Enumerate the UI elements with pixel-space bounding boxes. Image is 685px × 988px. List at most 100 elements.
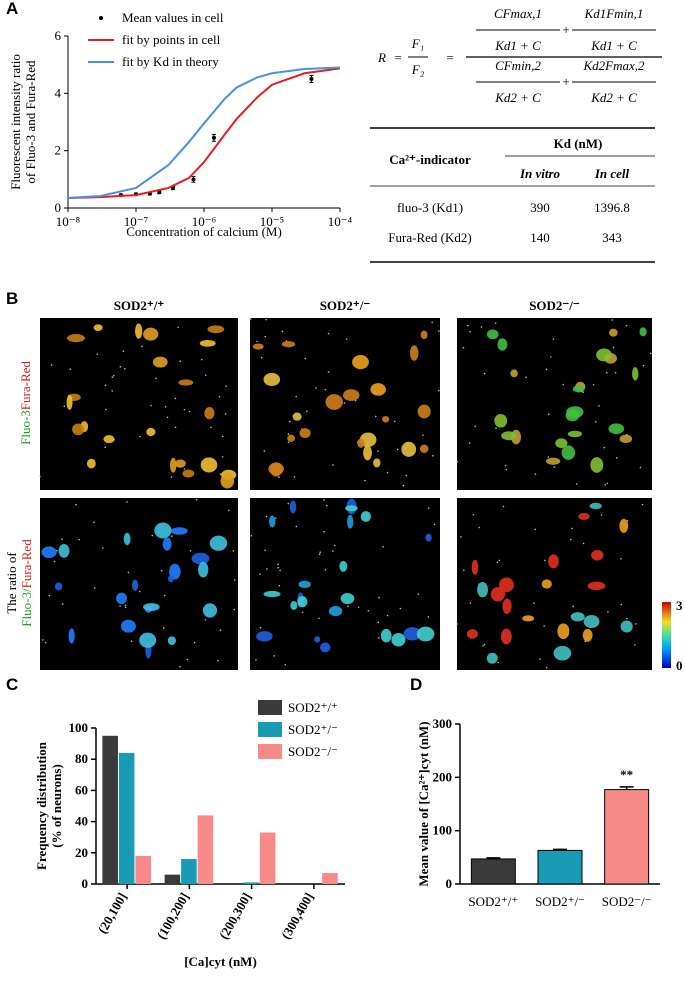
speckle <box>139 590 141 593</box>
speckle <box>69 368 72 370</box>
speckle <box>323 530 325 533</box>
speckle <box>469 602 472 604</box>
speckle <box>575 483 578 485</box>
cell-blob <box>200 457 218 473</box>
speckle <box>598 405 600 407</box>
equation-term: CFmax,1 <box>494 6 542 21</box>
y-tick-label: 20 <box>75 845 88 860</box>
speckle <box>266 568 268 570</box>
speckle <box>607 610 609 613</box>
colorbar-label: 3 <box>676 598 683 613</box>
speckle <box>347 605 349 607</box>
speckle <box>105 408 107 411</box>
speckle <box>378 637 380 639</box>
equation-term: Kd2 + C <box>494 90 541 105</box>
speckle <box>287 502 290 505</box>
speckle <box>462 346 465 349</box>
table-subheader: In cell <box>594 166 630 181</box>
y-tick-label: 300 <box>433 716 453 731</box>
speckle <box>259 626 262 629</box>
speckle <box>193 641 196 644</box>
bar <box>135 855 151 884</box>
x-tick-label: 10⁻⁵ <box>260 214 284 229</box>
speckle <box>332 550 334 552</box>
speckle <box>96 353 99 356</box>
row-label: Fluo-3Fura-Red <box>18 361 33 445</box>
y-axis-label: Fluorescent intensity ratio <box>8 54 23 190</box>
bar <box>197 815 214 884</box>
equation-symbol: = <box>446 50 455 65</box>
speckle <box>111 376 114 378</box>
equation-term: Kd2 + C <box>590 90 637 105</box>
speckle <box>233 579 236 581</box>
speckle <box>474 425 477 428</box>
bar <box>181 859 197 884</box>
significance: ** <box>620 767 633 782</box>
speckle <box>422 434 424 436</box>
cell-blob <box>263 372 281 387</box>
speckle <box>160 569 163 572</box>
speckle <box>612 346 615 349</box>
bar <box>102 735 118 884</box>
cell-blob <box>135 323 143 339</box>
speckle <box>319 551 322 554</box>
speckle <box>179 360 182 362</box>
speckle <box>318 553 321 556</box>
panel-label: D <box>410 675 422 694</box>
cell-blob <box>546 457 561 465</box>
y-tick-label: 0 <box>446 876 453 891</box>
speckle <box>364 479 366 482</box>
speckle <box>104 446 107 449</box>
speckle <box>189 550 192 552</box>
speckle <box>483 643 486 646</box>
speckle <box>287 441 290 444</box>
cell-blob <box>403 627 421 641</box>
table-cell: 140 <box>530 230 550 245</box>
speckle <box>174 426 177 429</box>
speckle <box>604 484 607 486</box>
speckle <box>263 450 266 452</box>
cell-blob <box>123 532 131 546</box>
speckle <box>323 499 325 501</box>
bar <box>259 832 276 884</box>
cell-blob <box>86 458 96 469</box>
speckle <box>50 364 53 366</box>
speckle <box>151 534 154 537</box>
speckle <box>534 473 537 476</box>
speckle <box>533 602 535 604</box>
speckle <box>456 623 458 625</box>
micrograph <box>250 498 440 670</box>
table-cell: 1396.8 <box>594 200 630 215</box>
speckle <box>315 387 317 389</box>
speckle <box>260 356 263 359</box>
speckle <box>186 658 189 661</box>
row-label-part: Fura-Red <box>19 539 34 589</box>
cell-blob <box>352 354 369 370</box>
speckle <box>502 505 505 508</box>
cell-blob <box>142 603 160 611</box>
speckle <box>431 321 433 324</box>
speckle <box>377 621 380 624</box>
equation-term: F₁ <box>411 36 424 51</box>
speckle <box>93 521 95 524</box>
speckle <box>433 523 436 526</box>
error-bar <box>619 786 634 790</box>
y-tick-label: 40 <box>75 814 88 829</box>
speckle <box>183 468 186 470</box>
cell-blob <box>220 473 235 489</box>
bar <box>604 789 650 885</box>
speckle <box>367 609 370 612</box>
speckle <box>456 460 459 463</box>
speckle <box>334 544 336 547</box>
speckle <box>301 611 304 614</box>
y-tick-label: 100 <box>69 720 89 735</box>
speckle <box>634 644 636 646</box>
micrograph <box>250 318 440 490</box>
bar <box>470 858 516 885</box>
speckle <box>150 404 152 407</box>
cell-blob <box>347 514 354 529</box>
cell-blob <box>68 628 75 644</box>
speckle <box>562 383 565 386</box>
data-point <box>191 177 196 182</box>
cell-blob <box>343 389 360 401</box>
